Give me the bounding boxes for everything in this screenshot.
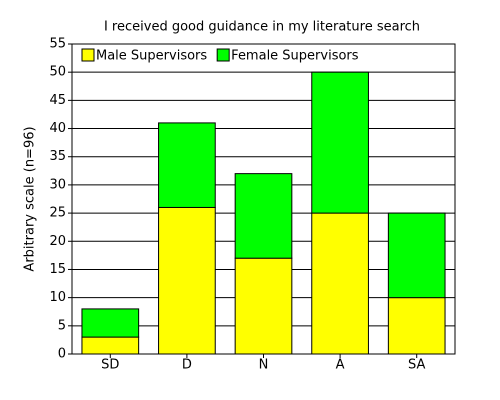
bar-segment	[158, 122, 216, 208]
y-tick-label: 25	[49, 206, 66, 221]
bar-segment	[234, 257, 293, 355]
bar-segment	[311, 71, 369, 214]
legend-label: Female Supervisors	[231, 49, 359, 64]
x-tick-label: SD	[101, 358, 119, 373]
bar-segment	[387, 212, 446, 299]
y-tick-label: 40	[49, 121, 66, 136]
y-tick-label: 55	[49, 37, 66, 52]
x-tick-label: A	[336, 358, 345, 373]
bar-segment	[158, 206, 216, 355]
y-tick-label: 20	[49, 234, 66, 249]
bar-segment	[81, 308, 140, 338]
y-tick-label: 45	[49, 93, 66, 108]
bar-segment	[387, 297, 446, 355]
legend-swatch	[81, 48, 95, 62]
legend-label: Male Supervisors	[96, 49, 207, 64]
y-tick-label: 30	[49, 177, 66, 192]
y-tick-label: 50	[49, 65, 66, 80]
y-tick-label: 5	[58, 318, 66, 333]
x-tick-label: SA	[408, 358, 425, 373]
y-tick-label: 15	[49, 262, 66, 277]
y-axis-label: Arbitrary scale (n=96)	[23, 126, 38, 271]
y-tick-label: 10	[49, 290, 66, 305]
x-tick-label: D	[182, 358, 192, 373]
chart-title: I received good guidance in my literatur…	[104, 20, 420, 35]
x-tick-label: N	[259, 358, 269, 373]
bar-segment	[81, 336, 140, 355]
legend-swatch	[216, 48, 230, 62]
plot-border	[71, 43, 456, 355]
y-tick-label: 0	[58, 347, 66, 362]
y-tick-label: 35	[49, 149, 66, 164]
bar-segment	[234, 173, 293, 259]
bar-segment	[311, 212, 369, 355]
